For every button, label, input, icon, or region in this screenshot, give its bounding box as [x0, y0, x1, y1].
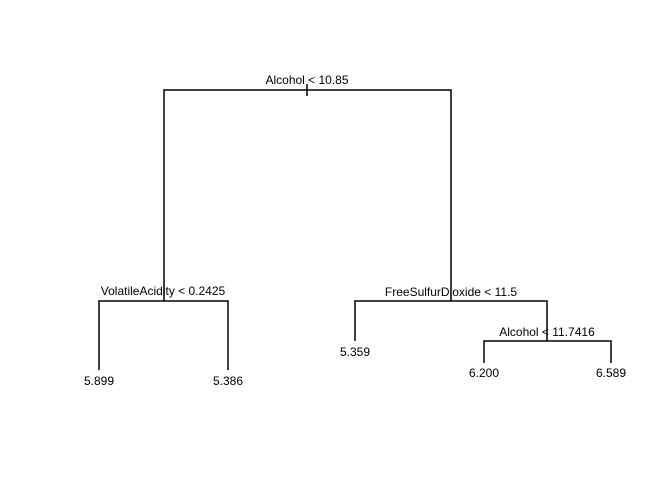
right-right-split-label: Alcohol < 11.7416 [499, 325, 595, 339]
right-right-split-branch [483, 340, 612, 363]
right-split-label: FreeSulfurDioxide < 11.5 [385, 285, 518, 299]
leaf-value: 5.359 [340, 345, 370, 359]
leaf-value: 6.589 [596, 366, 626, 380]
left-split-branch [98, 300, 229, 370]
left-split-label: VolatileAcidity < 0.2425 [101, 284, 226, 298]
right-split-branch [354, 300, 548, 341]
leaf-value: 5.899 [84, 374, 114, 388]
leaf-value: 5.386 [213, 374, 243, 388]
root-split-branch [163, 89, 452, 301]
root-split-label: Alcohol < 10.85 [265, 73, 348, 87]
leaf-value: 6.200 [469, 366, 499, 380]
